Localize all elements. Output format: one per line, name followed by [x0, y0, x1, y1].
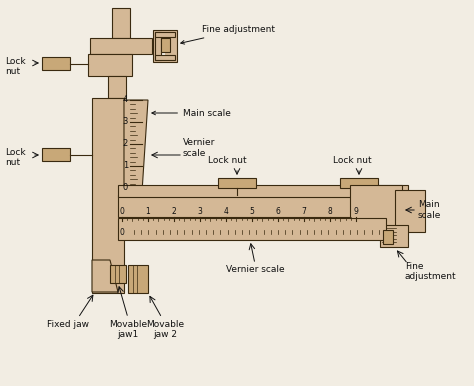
Bar [350, 185, 402, 237]
Polygon shape [92, 260, 118, 292]
Text: 3: 3 [198, 207, 202, 216]
Text: 7: 7 [301, 207, 306, 216]
Polygon shape [124, 100, 148, 192]
Text: Lock nut: Lock nut [333, 156, 371, 165]
Text: 0: 0 [119, 228, 125, 237]
Bar [118, 195, 396, 217]
Text: 1: 1 [146, 207, 150, 216]
Text: 0: 0 [119, 207, 125, 216]
Text: Fine
adjustment: Fine adjustment [405, 262, 456, 281]
Bar [155, 55, 175, 60]
Text: 1: 1 [123, 161, 128, 171]
Text: Vernier scale: Vernier scale [226, 265, 284, 274]
Bar [155, 32, 161, 60]
Bar [395, 190, 425, 232]
Text: 4: 4 [224, 207, 228, 216]
Text: 6: 6 [275, 207, 281, 216]
Text: 4: 4 [123, 95, 128, 105]
Text: Main
scale: Main scale [418, 200, 441, 220]
Text: Vernier
scale: Vernier scale [183, 138, 215, 158]
Bar [110, 265, 126, 283]
Text: Lock nut: Lock nut [208, 156, 246, 165]
Bar [92, 98, 124, 293]
Bar [218, 178, 256, 188]
Text: 8: 8 [328, 207, 332, 216]
Text: 0: 0 [123, 183, 128, 193]
Bar [380, 225, 408, 247]
Text: 3: 3 [123, 117, 128, 127]
Text: Fixed jaw: Fixed jaw [47, 320, 89, 329]
Bar [161, 38, 170, 52]
Bar [128, 265, 148, 293]
Bar [108, 76, 126, 98]
Bar [153, 30, 177, 62]
Text: 9: 9 [354, 207, 358, 216]
Text: Movable
jaw1: Movable jaw1 [109, 320, 147, 339]
Text: 2: 2 [172, 207, 176, 216]
Text: Fine adjustment: Fine adjustment [181, 25, 275, 44]
Bar [118, 185, 408, 197]
Bar [155, 32, 165, 60]
Text: Lock
nut: Lock nut [5, 148, 26, 168]
Text: 5: 5 [250, 207, 255, 216]
Bar [90, 38, 152, 54]
Text: Lock
nut: Lock nut [5, 57, 26, 76]
Text: Main scale: Main scale [152, 108, 231, 117]
Bar [383, 230, 393, 244]
Text: 2: 2 [123, 139, 128, 149]
Bar [42, 57, 70, 70]
Bar [155, 32, 175, 37]
Bar [340, 178, 378, 188]
Bar [88, 54, 132, 76]
Bar [112, 8, 130, 38]
Text: Movable
jaw 2: Movable jaw 2 [146, 320, 184, 339]
Bar [118, 218, 386, 240]
Bar [42, 148, 70, 161]
